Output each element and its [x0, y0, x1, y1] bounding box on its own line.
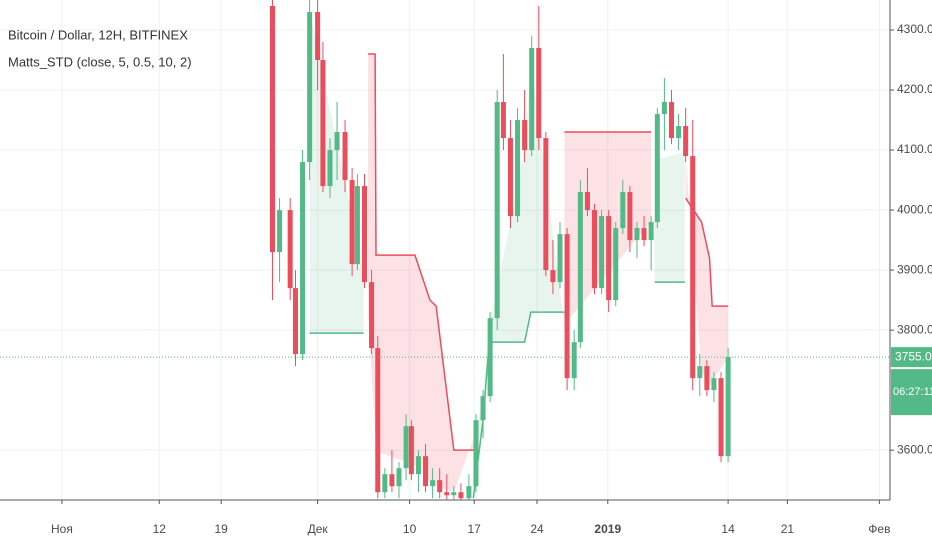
candle-body [507, 138, 513, 217]
candle-body [382, 474, 388, 493]
candle-body [641, 228, 647, 241]
candle-body [564, 234, 570, 379]
candle-body [606, 216, 612, 301]
candle-body [718, 378, 724, 457]
candle-body [292, 288, 298, 355]
y-tick-label: 4200.0 [897, 82, 932, 96]
candle-body [522, 120, 528, 151]
chart-title: Bitcoin / Dollar, 12H, BITFINEX [8, 27, 188, 42]
band-fill [473, 60, 565, 499]
candle-body [451, 492, 457, 496]
candle-body [487, 318, 493, 397]
candle-body [500, 102, 506, 139]
candle-body [437, 480, 443, 493]
price-label: 3755.0 [895, 349, 932, 363]
band-fill [685, 156, 729, 386]
x-tick-label: 24 [530, 522, 544, 536]
candle-body [342, 132, 348, 181]
x-tick-label: Фев [868, 522, 890, 536]
band-fill [368, 54, 475, 493]
candle-body [375, 348, 381, 493]
candle-body [444, 492, 450, 496]
candle-body [320, 60, 326, 187]
candle-body [620, 192, 626, 229]
candle-body [543, 138, 549, 271]
candle-body [613, 228, 619, 301]
candle-body [711, 378, 717, 391]
price-label-box [891, 347, 932, 368]
candle-body [403, 426, 409, 469]
y-tick-label: 4000.0 [897, 202, 932, 216]
x-tick-label: 10 [403, 522, 417, 536]
candle-body [592, 210, 598, 289]
candle-body [466, 486, 472, 499]
candle-body [529, 48, 535, 151]
candle-body [697, 366, 703, 379]
lower-band [309, 281, 685, 499]
candle-body [369, 282, 375, 349]
candle-body [361, 186, 367, 283]
candle-body [408, 426, 414, 475]
candle-body [430, 480, 436, 487]
candle-body [423, 456, 429, 487]
candle-body [269, 6, 275, 253]
candle-body [627, 192, 633, 241]
y-tick-label: 3600.0 [897, 442, 932, 456]
candle-body [704, 366, 710, 391]
candle-body [648, 222, 654, 241]
x-tick-label: 21 [781, 522, 795, 536]
candle-body [415, 456, 421, 475]
candle-body [536, 48, 542, 139]
candle-body [725, 357, 731, 457]
candle-body [668, 102, 674, 139]
countdown: 06:27:11 [893, 386, 932, 398]
candle-body [315, 12, 321, 61]
candle-body [577, 192, 583, 343]
candle-body [550, 270, 556, 283]
y-tick-label: 3800.0 [897, 322, 932, 336]
candle-body [354, 186, 360, 265]
candle-body [458, 492, 464, 499]
candle-body [307, 12, 313, 163]
x-tick-label: Дек [308, 522, 329, 536]
plot-area [0, 0, 890, 500]
candle-body [676, 126, 682, 139]
x-tick-label: 19 [214, 522, 228, 536]
candle-body [334, 132, 340, 151]
band-fill [654, 152, 685, 283]
candle-body [494, 102, 500, 319]
candle-body [300, 162, 306, 355]
x-tick-label: 17 [468, 522, 482, 536]
y-tick-label: 3900.0 [897, 262, 932, 276]
candle-body [571, 342, 577, 379]
candle-body [277, 210, 283, 253]
candle-body [349, 180, 355, 265]
x-tick-label: Ноя [51, 522, 73, 536]
candle-body [480, 396, 486, 421]
candle-body [557, 234, 563, 283]
y-tick-label: 4300.0 [897, 22, 932, 36]
axes: 3600.0 3800.0 3900.0 4000.0 4100.0 4200.0 4300… [51, 22, 932, 536]
candle-body [654, 114, 660, 223]
candle-body [661, 102, 667, 115]
x-tick-label: 14 [721, 522, 735, 536]
candle-body [634, 228, 640, 241]
countdown-box [891, 369, 932, 416]
x-tick-label: 2019 [594, 522, 621, 536]
candle-body [327, 150, 333, 187]
y-tick-label: 4100.0 [897, 142, 932, 156]
candle-body [515, 120, 521, 217]
candle-body [389, 474, 395, 487]
x-tick-label: 12 [153, 522, 167, 536]
indicator-label: Matts_STD (close, 5, 0.5, 10, 2) [8, 54, 192, 69]
candle-body [690, 156, 696, 379]
candle-body [599, 216, 605, 289]
upper-band [368, 53, 729, 451]
candle-body [396, 468, 402, 487]
candle-body [287, 210, 293, 289]
candle-body [473, 420, 479, 487]
candle-body [683, 126, 689, 157]
candle-body [584, 192, 590, 211]
